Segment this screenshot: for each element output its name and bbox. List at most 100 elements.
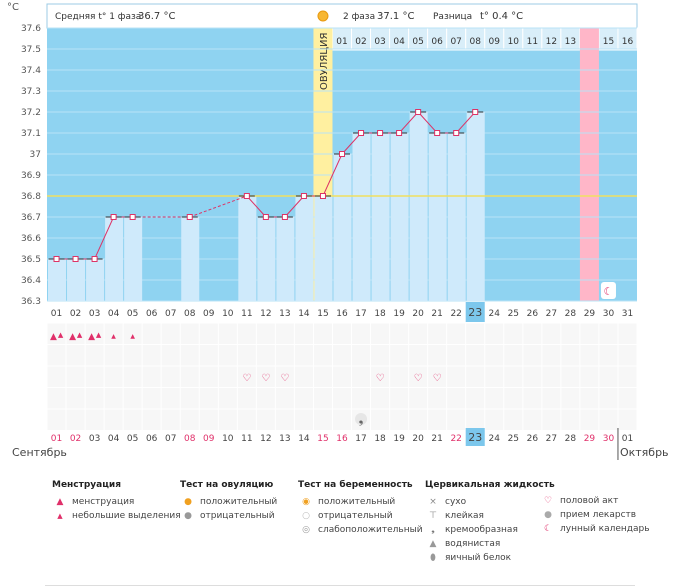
temperature-bar <box>238 196 257 301</box>
menstruation-drop-icon: ▲ <box>69 332 76 342</box>
marker-cell <box>504 366 523 387</box>
marker-cell <box>218 345 237 366</box>
today-highlight-bottom <box>465 428 485 446</box>
marker-cell <box>104 388 123 409</box>
marker-cell <box>313 366 332 387</box>
marker-cell <box>332 323 352 344</box>
y-tick-label: 36.4 <box>21 276 41 286</box>
marker-cell <box>199 409 218 430</box>
cycle-day-label: 02 <box>355 37 366 47</box>
marker-cell <box>409 388 428 409</box>
marker-cell <box>66 409 85 430</box>
marker-cell <box>542 388 561 409</box>
x-tick-label: 19 <box>393 309 405 319</box>
legend-cervical-item: сухо <box>445 497 467 507</box>
marker-cell <box>237 345 256 366</box>
temperature-point <box>453 130 460 136</box>
marker-cell <box>161 323 180 344</box>
x-tick-label: 06 <box>146 309 158 319</box>
marker-cell <box>104 323 123 344</box>
temperature-point <box>358 130 365 136</box>
y-tick-label: 37 <box>30 150 41 160</box>
legend-cervical-item: клейкая <box>445 511 484 521</box>
marker-cell <box>332 388 352 409</box>
legend-cervical-item: яичный белок <box>445 553 512 563</box>
marker-cell <box>542 366 561 387</box>
marker-cell <box>199 366 218 387</box>
marker-cell <box>485 366 504 387</box>
marker-cell <box>409 345 428 366</box>
bottom-date-label: 12 <box>260 434 271 444</box>
marker-cell <box>313 409 332 430</box>
marker-cell <box>352 366 371 387</box>
creamy-icon: ❟ <box>431 525 435 535</box>
menstruation-drop-icon: ▲ <box>56 497 64 507</box>
legend-pregnancy-item: отрицательный <box>318 511 393 521</box>
marker-cell <box>180 409 199 430</box>
legend-menstruation-title: Менструация <box>52 480 121 490</box>
bottom-date-label: 29 <box>584 434 596 444</box>
marker-cell <box>142 388 161 409</box>
marker-cell <box>466 388 485 409</box>
marker-cell <box>466 366 485 387</box>
marker-cell <box>294 388 313 409</box>
marker-cell <box>371 345 390 366</box>
marker-cell <box>180 345 199 366</box>
temperature-line-segment <box>341 132 362 155</box>
diff-value: t° 0.4 °C <box>480 11 523 22</box>
marker-cell <box>275 366 294 387</box>
menstruation-drop-icon: ▲ <box>77 331 83 339</box>
marker-cell <box>275 409 294 430</box>
phase1-label: Средняя t° 1 фаза <box>55 12 141 22</box>
temperature-bar <box>428 133 447 301</box>
temperature-bar <box>276 217 295 301</box>
x-tick-label: 31 <box>622 309 633 319</box>
diff-label: Разница <box>433 12 472 22</box>
y-tick-label: 36.9 <box>21 171 41 181</box>
pink-day-column <box>579 28 599 301</box>
marker-cell <box>580 345 599 366</box>
legend-menstruation-item: менструация <box>72 497 135 507</box>
marker-cell <box>599 388 618 409</box>
marker-cell <box>142 323 161 344</box>
preg-weak-icon: ◎ <box>302 525 310 535</box>
y-tick-label: 37.6 <box>21 24 41 34</box>
marker-cell <box>237 409 256 430</box>
month-end-label: Октябрь <box>620 446 669 459</box>
temperature-point <box>472 109 479 115</box>
marker-cell <box>466 345 485 366</box>
x-tick-label: 13 <box>279 309 290 319</box>
temperature-bar <box>314 196 333 301</box>
y-tick-label: 36.7 <box>21 213 41 223</box>
cycle-day-label: 06 <box>431 37 443 47</box>
y-tick-label: 37.2 <box>21 108 41 118</box>
marker-cell <box>371 323 390 344</box>
temperature-line-segment <box>94 216 115 260</box>
y-tick-label: 36.8 <box>21 192 41 202</box>
temperature-line-segment <box>417 111 438 134</box>
marker-cell <box>142 345 161 366</box>
x-tick-label: 01 <box>51 309 62 319</box>
cycle-day-label: 03 <box>374 37 385 47</box>
marker-cell <box>447 345 466 366</box>
marker-cell <box>542 409 561 430</box>
bottom-date-label: 24 <box>489 434 501 444</box>
marker-cell <box>523 409 542 430</box>
temperature-point <box>415 109 422 115</box>
marker-cell <box>523 345 542 366</box>
header-box <box>46 3 638 29</box>
test-negative-icon: ● <box>184 511 192 521</box>
x-tick-label: 20 <box>412 309 424 319</box>
x-tick-label: 03 <box>89 309 100 319</box>
marker-cell <box>85 388 104 409</box>
bottom-date-label: 27 <box>546 434 557 444</box>
marker-cell <box>161 388 180 409</box>
marker-cell <box>66 345 85 366</box>
temperature-point <box>186 214 193 220</box>
marker-cell <box>294 366 313 387</box>
heart-icon: ♡ <box>433 373 442 384</box>
marker-cell <box>332 345 352 366</box>
bottom-date-label: 03 <box>89 434 100 444</box>
bottom-date-label: 08 <box>184 434 196 444</box>
dry-icon: × <box>429 497 437 507</box>
